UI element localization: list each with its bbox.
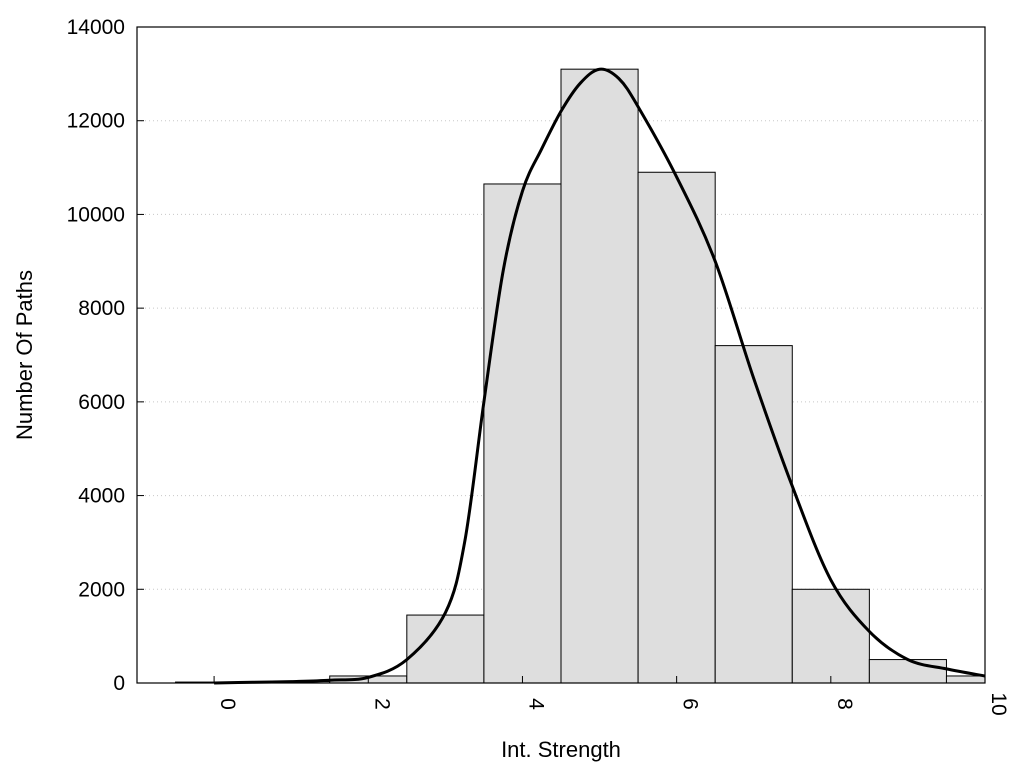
y-axis-ticks: 0 2000 4000 6000 8000 10000 12000 14000 [67,16,144,695]
y-tick-label-2: 4000 [78,485,125,508]
x-tick-label-4: 8 [833,698,856,710]
x-tick-label-1: 2 [370,698,393,710]
y-tick-label-4: 8000 [78,297,125,320]
x-tick-label-2: 4 [524,698,547,710]
x-tick-label-3: 6 [679,698,702,710]
x-axis-ticks: 0 2 4 6 8 10 [213,676,1010,716]
histogram-bars [175,68,986,684]
y-tick-label-0: 0 [113,672,125,695]
y-tick-label-6: 12000 [67,110,125,133]
y-tick-label-7: 14000 [67,16,125,39]
histogram-bar-7 [714,345,793,684]
plot-frame [136,26,986,684]
y-tick-label-5: 10000 [67,203,125,226]
density-curve-layer [214,67,986,685]
x-tick-label-0: 0 [216,698,239,710]
histogram-bar-8 [791,588,870,684]
histogram-bar-4 [483,183,562,684]
histogram-bar-5 [560,68,639,684]
x-axis-title: Int. Strength [501,737,621,762]
x-tick-label-5: 10 [987,692,1010,715]
histogram-bar-9 [868,659,947,684]
y-tick-label-3: 6000 [78,391,125,414]
y-tick-label-1: 2000 [78,578,125,601]
density-curve [214,67,986,685]
histogram-bar-10 [945,675,986,684]
y-axis-title: Number Of Paths [12,270,37,440]
histogram-bar-6 [637,171,716,684]
